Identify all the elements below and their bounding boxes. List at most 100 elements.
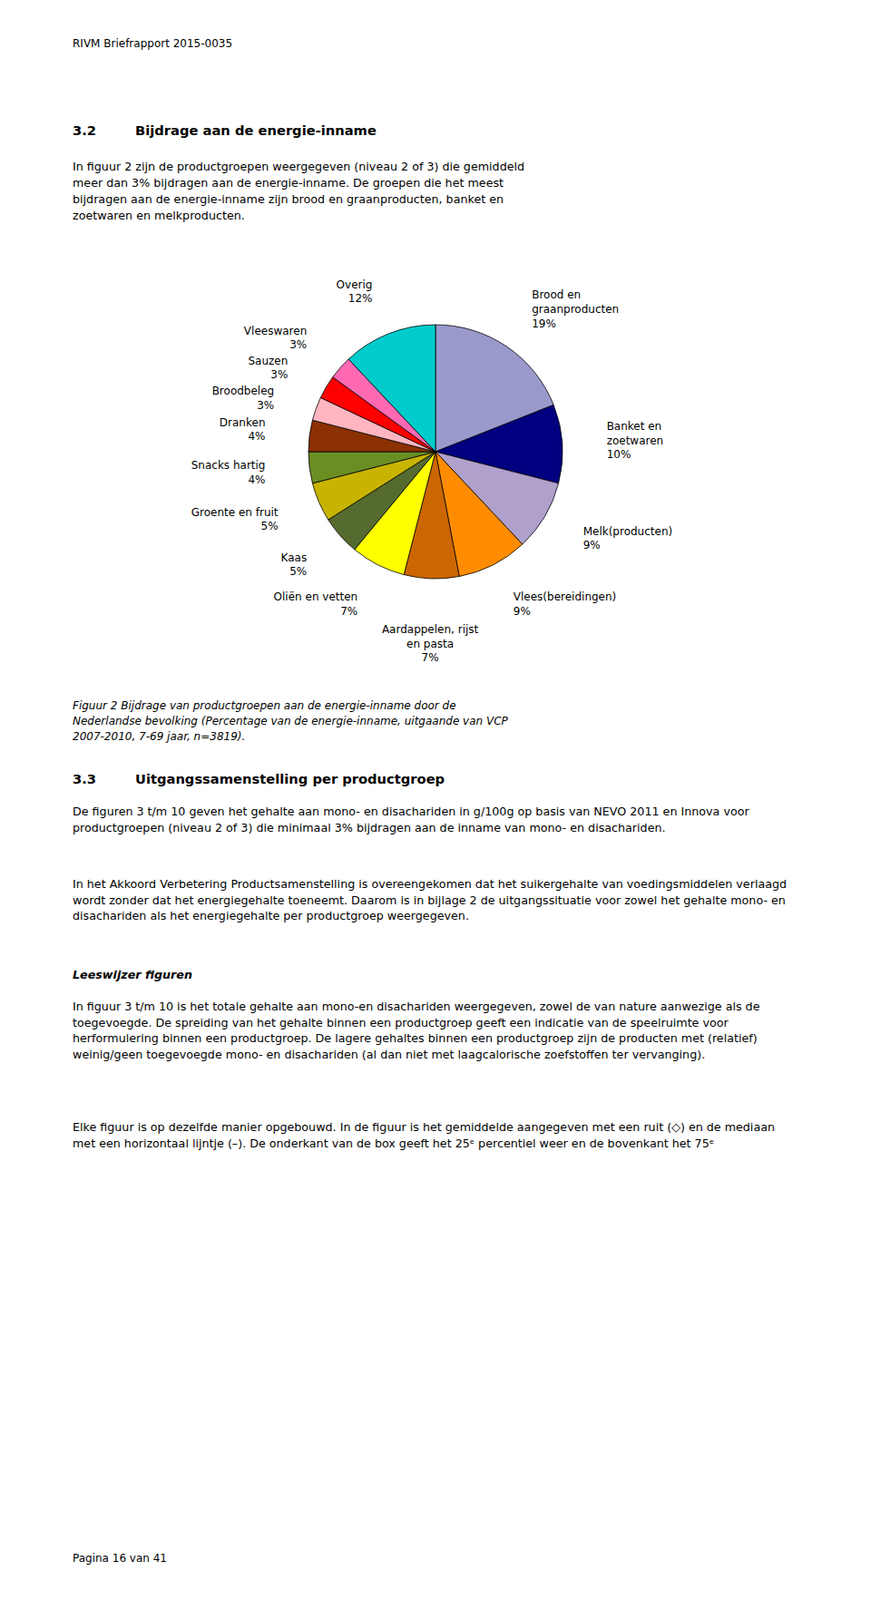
section-number: 3.2 — [72, 122, 97, 138]
text-line: 4% — [247, 473, 265, 487]
slice-label: Banket enzoetwaren — [606, 420, 665, 448]
data-label: 3% — [256, 399, 275, 412]
text-line: Figuur 2 Bijdrage van productgroepen aan… — [72, 699, 457, 713]
data-label: 10% — [606, 448, 632, 461]
text-line: 9% — [583, 538, 601, 552]
text-line: Kaas — [281, 551, 308, 565]
pie-slice — [348, 324, 436, 452]
data-label: 12% — [348, 292, 373, 305]
text-line: graanproducten — [531, 303, 619, 316]
text-line: In het Akkoord Verbetering Productsamens… — [72, 877, 787, 891]
pie-chart: Brood engraanproducten19% Banket enzoetwa… — [191, 278, 673, 665]
text-line: 5% — [260, 519, 278, 533]
caption: Figuur 2 Bijdrage van productgroepen aan… — [72, 699, 509, 744]
text-line: 19% — [531, 317, 557, 331]
section-number: 3.3 — [72, 771, 97, 787]
text-line: In figuur 2 zijn de productgroepen weerg… — [72, 159, 525, 174]
text-line: RIVM Briefrapport 2015-0035 — [72, 37, 233, 50]
data-label: 7% — [340, 605, 358, 618]
body-text: In het Akkoord Verbetering Productsamens… — [72, 877, 787, 924]
text-line: toegevoegde. De spreiding van het gehalt… — [72, 1016, 729, 1030]
text-line: 2007-2010, 7-69 jaar, n=3819). — [72, 730, 245, 744]
slice-label: Snacks hartig — [191, 459, 266, 472]
text-line: Brood en — [531, 288, 581, 302]
slice-label: Oliën en vetten — [274, 590, 359, 604]
body-text: De figuren 3 t/m 10 geven het gehalte aa… — [72, 804, 750, 835]
text-line: In figuur 3 t/m 10 is het totale gehalte… — [72, 999, 761, 1014]
data-label: 9% — [513, 605, 531, 618]
slice-label: Brood engraanproducten — [531, 288, 619, 316]
slice-label: Vlees(bereidingen) — [513, 590, 617, 604]
text-line: Uitgangssamenstelling per productgroep — [135, 771, 445, 787]
text-line: weinig/geen toegevoegde mono- en disacha… — [72, 1047, 705, 1062]
text-line: wordt zonder dat het energiegehalte toen… — [72, 893, 786, 908]
text-line: 4% — [247, 430, 265, 443]
text-line: 12% — [348, 292, 373, 305]
data-label: 5% — [289, 565, 307, 578]
text-line: Vlees(bereidingen) — [513, 590, 617, 604]
text-line: De figuren 3 t/m 10 geven het gehalte aa… — [72, 804, 750, 819]
slice-label: Dranken — [219, 416, 266, 430]
text-line: Leeswijzer figuren — [72, 968, 193, 982]
body-text: Elke figuur is op dezelfde manier opgebo… — [72, 1120, 775, 1151]
text-line: Melk(producten) — [583, 525, 674, 539]
text-line: Bijdrage aan de energie-inname — [135, 122, 377, 138]
text-line: Pagina 16 van 41 — [72, 1552, 167, 1566]
text-line: bijdragen aan de energie-inname zijn bro… — [72, 192, 504, 206]
text-line: disachariden als het energiegehalte per … — [72, 909, 470, 923]
text-line: 3% — [256, 399, 275, 412]
slice-label: Sauzen — [247, 354, 288, 368]
body-text: In figuur 2 zijn de productgroepen weerg… — [72, 159, 525, 222]
footer: Pagina 16 van 41 — [72, 1552, 167, 1566]
pie-slice — [308, 451, 436, 484]
slice-label: Melk(producten) — [583, 525, 674, 539]
text-line: 5% — [289, 565, 307, 578]
text-line: Banket en — [606, 420, 663, 433]
section-title: Uitgangssamenstelling per productgroep — [135, 771, 445, 787]
text-line: Broodbeleg — [212, 384, 275, 398]
text-line: Overig — [336, 278, 373, 292]
text-line: Snacks hartig — [191, 459, 266, 472]
text-line: 3% — [270, 368, 288, 382]
data-label: 3% — [270, 368, 288, 382]
text-line: Oliën en vetten — [274, 590, 359, 604]
data-label: 5% — [260, 519, 278, 533]
slice-label: Kaas — [281, 551, 308, 565]
text-line: productgroepen (niveau 2 of 3) die minim… — [72, 821, 666, 835]
text-line: Elke figuur is op dezelfde manier opgebo… — [72, 1120, 775, 1135]
text-line: Nederlandse bevolking (Percentage van de… — [72, 714, 509, 728]
text-line: 9% — [513, 605, 531, 618]
text-line: 10% — [606, 448, 632, 461]
data-label: 4% — [247, 430, 265, 443]
text-line: 3.3 — [72, 771, 97, 787]
text-line: Groente en fruit — [191, 506, 279, 519]
data-label: 19% — [531, 317, 557, 331]
text-line: met een horizontaal lijntje (–). De onde… — [72, 1136, 715, 1151]
data-label: 3% — [289, 338, 307, 352]
data-label: 9% — [583, 538, 601, 552]
body-text: In figuur 3 t/m 10 is het totale gehalte… — [72, 999, 761, 1062]
text-line: meer dan 3% bijdragen aan de energie-inn… — [72, 176, 504, 190]
text-line: Vleeswaren — [244, 324, 307, 338]
slices — [308, 324, 563, 579]
subsection-title: Leeswijzer figuren — [72, 968, 193, 982]
header: RIVM Briefrapport 2015-0035 — [72, 37, 233, 50]
text-line: en pasta — [406, 637, 454, 651]
text-line: 7% — [421, 651, 440, 665]
text-line: 7% — [340, 605, 358, 618]
slice-label: Broodbeleg — [212, 384, 275, 398]
slice-label: Vleeswaren — [244, 324, 307, 338]
slice-label: Overig — [336, 278, 373, 292]
slice-label: Aardappelen, rijsten pasta — [381, 623, 480, 651]
text-line: Dranken — [219, 416, 266, 430]
section-title: Bijdrage aan de energie-inname — [135, 122, 377, 138]
labels: Brood engraanproducten19% Banket enzoetwa… — [191, 278, 673, 665]
text-line: Sauzen — [247, 354, 288, 368]
text-line: herformulering binnen een productgroep. … — [72, 1031, 758, 1046]
text-line: 3% — [289, 338, 307, 352]
text-line: zoetwaren en melkproducten. — [72, 208, 245, 223]
page: RIVM Briefrapport 2015-0035 3.2 Bijdrage a… — [0, 0, 871, 1600]
data-label: 7% — [421, 651, 440, 665]
slice-label: Groente en fruit — [191, 506, 279, 519]
text-line: 3.2 — [72, 122, 97, 138]
